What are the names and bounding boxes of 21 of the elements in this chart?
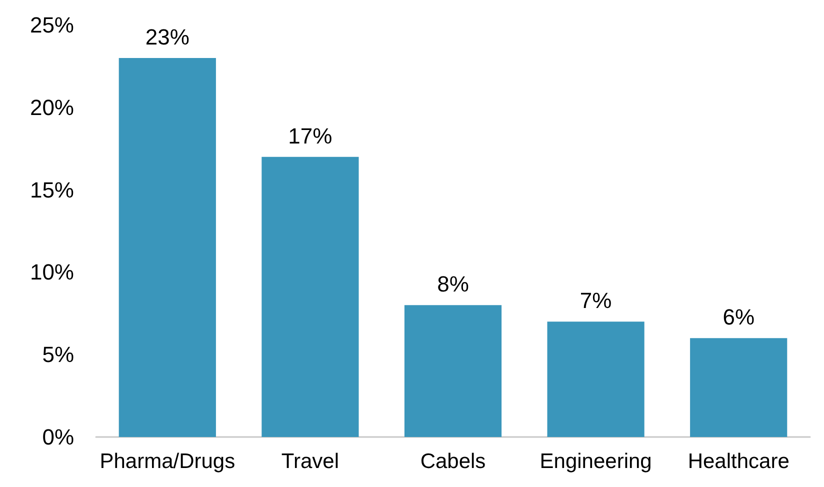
x-tick-label: Cabels <box>420 450 486 473</box>
data-label: 7% <box>580 288 612 314</box>
data-label: 17% <box>288 123 332 148</box>
y-tick-label: 20% <box>30 94 74 120</box>
data-label: 6% <box>722 304 754 330</box>
bar <box>118 58 216 437</box>
bar <box>547 322 644 437</box>
data-label: 8% <box>437 272 469 297</box>
x-tick-label: Pharma/Drugs <box>100 450 236 473</box>
x-tick-label: Engineering <box>540 450 652 473</box>
bar <box>404 305 502 437</box>
data-label: 23% <box>145 24 190 50</box>
x-tick-label: Healthcare <box>688 450 790 473</box>
x-tick-label: Travel <box>281 450 339 473</box>
y-tick-label: 5% <box>42 342 74 368</box>
y-tick-label: 25% <box>30 12 74 38</box>
y-tick-label: 15% <box>30 177 74 202</box>
y-tick-label: 10% <box>30 260 74 285</box>
bar <box>262 156 359 437</box>
y-tick-label: 0% <box>42 424 74 450</box>
bar <box>690 338 788 437</box>
